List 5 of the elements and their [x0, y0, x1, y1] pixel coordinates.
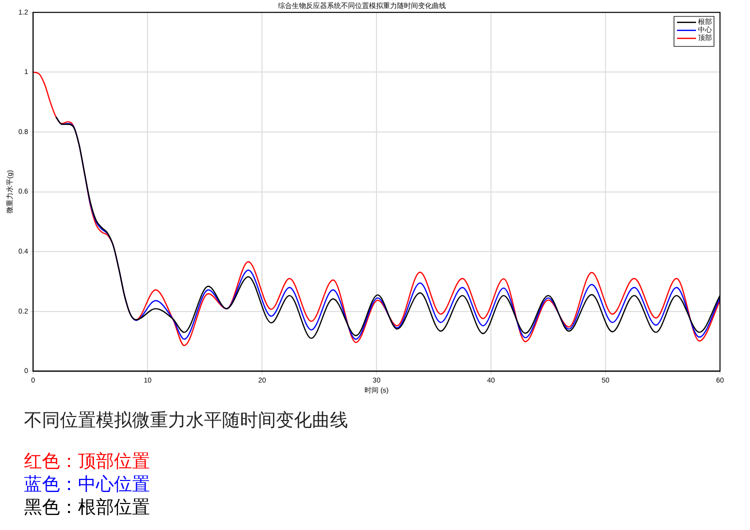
text: 黑色：根部位置 [24, 496, 151, 519]
text: 红色：顶部位置 [24, 450, 151, 473]
line-series [33, 72, 720, 346]
text: 蓝色：中心位置 [24, 473, 151, 496]
text: 不同位置模拟微重力水平随时间变化曲线 [24, 409, 349, 432]
